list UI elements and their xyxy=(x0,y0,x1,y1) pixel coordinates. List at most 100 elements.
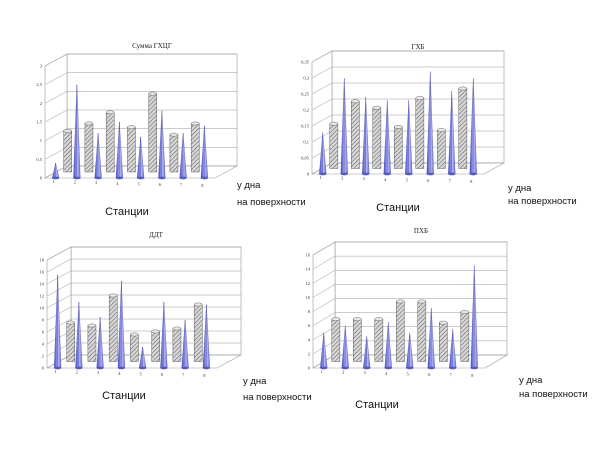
bar-cylinder-top xyxy=(130,332,139,337)
bar-cone-base xyxy=(363,366,371,370)
bar-cylinder xyxy=(87,325,97,362)
x-tick-label: 3 xyxy=(95,180,98,185)
gridline xyxy=(46,258,241,273)
bar-cylinder-top xyxy=(108,293,118,298)
x-tick-label: 8 xyxy=(203,373,206,378)
x-tick-label: 3 xyxy=(97,370,100,375)
series-label-surface: на поверхности xyxy=(519,389,588,400)
bar-cylinder-top xyxy=(63,129,72,133)
x-tick-label: 2 xyxy=(341,176,343,181)
y-tick-label: 0,15 xyxy=(301,124,310,130)
y-tick-label: 2 xyxy=(40,101,42,106)
bar-cone-base xyxy=(137,176,145,180)
bar-cylinder xyxy=(353,318,362,362)
bar-cylinder-top xyxy=(329,121,339,126)
y-tick-label: 16 xyxy=(40,270,45,275)
gridline xyxy=(46,306,241,321)
y-tick-label: 10 xyxy=(40,306,45,311)
x-tick-label: 6 xyxy=(159,182,162,187)
bar-cylinder-top xyxy=(148,91,157,96)
x-axis-label: Станции xyxy=(102,390,146,402)
x-tick-label: 3 xyxy=(364,370,367,375)
bar-cone-base xyxy=(117,366,125,370)
y-tick-label: 0,05 xyxy=(301,156,310,162)
x-tick-label: 6 xyxy=(428,372,431,377)
bar-cylinder-top xyxy=(66,320,75,325)
bar-cylinder xyxy=(331,318,341,362)
gridline xyxy=(312,241,507,256)
x-tick-label: 2 xyxy=(342,370,344,375)
x-tick-label: 5 xyxy=(407,371,410,376)
bar-cylinder xyxy=(193,304,203,362)
bar-cylinder xyxy=(396,301,405,362)
bar-cone-base xyxy=(179,176,187,180)
x-tick-label: 8 xyxy=(201,183,204,188)
bar-cylinder-top xyxy=(169,132,179,137)
bar-cone-base xyxy=(426,172,434,176)
bar-cone-base xyxy=(139,366,147,370)
bar-cylinder xyxy=(148,93,157,173)
bar-cylinder-top xyxy=(460,310,470,314)
bar-cylinder-top xyxy=(127,125,136,130)
series-label-bottom: у дна xyxy=(508,183,532,194)
x-tick-label: 1 xyxy=(321,369,323,374)
x-tick-label: 4 xyxy=(385,371,388,376)
gridline xyxy=(312,255,507,270)
y-tick-label: 0 xyxy=(308,366,311,371)
bar-cylinder-top xyxy=(417,299,427,304)
x-tick-label: 1 xyxy=(55,369,57,374)
gridline xyxy=(312,270,507,284)
x-tick-label: 5 xyxy=(140,371,143,376)
x-tick-label: 8 xyxy=(471,373,474,378)
x-tick-label: 7 xyxy=(182,373,185,378)
bar-cone-base xyxy=(448,172,456,176)
bar-cone-base xyxy=(52,176,60,180)
y-tick-label: 16 xyxy=(306,253,311,258)
bar-cone-base xyxy=(384,366,392,370)
bar-cylinder-top xyxy=(353,317,362,321)
x-tick-label: 3 xyxy=(363,176,366,181)
chart-title: ДДТ xyxy=(149,231,164,239)
gridline xyxy=(312,284,507,298)
bar-cylinder xyxy=(437,129,446,169)
y-tick-label: 1,5 xyxy=(36,120,42,126)
gridline xyxy=(44,72,237,85)
bar-cone-base xyxy=(383,172,391,176)
bar-cylinder-top xyxy=(351,99,360,104)
bar-cone-base xyxy=(362,172,370,176)
bar-cylinder-top xyxy=(84,121,94,126)
bar-cylinder xyxy=(394,126,403,169)
bar-cylinder-top xyxy=(193,302,203,307)
bar-cone-base xyxy=(75,366,83,370)
y-tick-label: 2 xyxy=(308,351,310,356)
y-tick-label: 18 xyxy=(40,258,45,263)
y-tick-label: 14 xyxy=(40,282,45,287)
y-tick-label: 6 xyxy=(308,323,311,328)
bar-cylinder-top xyxy=(87,323,97,328)
bar-cylinder xyxy=(127,126,136,173)
series-label-bottom: у дна xyxy=(237,180,261,191)
gridline xyxy=(46,246,241,261)
bar-cone-base xyxy=(341,366,349,370)
x-tick-label: 2 xyxy=(76,370,78,375)
x-tick-label: 7 xyxy=(450,373,453,378)
bar-cylinder-top xyxy=(151,329,160,334)
y-tick-label: 0,3 xyxy=(303,76,309,82)
bar-cylinder-top xyxy=(396,299,405,304)
x-tick-label: 1 xyxy=(53,179,55,184)
chart-title: ГХБ xyxy=(411,43,424,51)
bar-cone-base xyxy=(158,176,166,180)
x-axis-label: Станции xyxy=(376,202,420,214)
gridline xyxy=(311,114,504,127)
chart-title: ПХБ xyxy=(414,227,428,235)
x-tick-label: 5 xyxy=(406,177,409,182)
series-label-surface: на поверхности xyxy=(237,197,306,208)
bar-cylinder-top xyxy=(372,105,382,110)
bar-cylinder xyxy=(84,123,94,173)
bar-cylinder xyxy=(372,107,382,169)
gridline xyxy=(311,50,504,63)
x-axis-label: Станции xyxy=(105,206,149,218)
x-tick-label: 4 xyxy=(384,177,387,182)
